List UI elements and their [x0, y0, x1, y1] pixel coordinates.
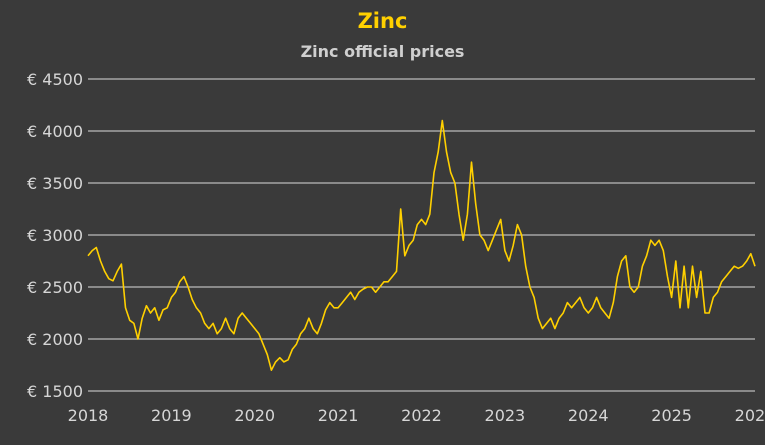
x-tick-label: 2023 [485, 406, 526, 425]
y-tick-label: € 4000 [27, 122, 83, 141]
series-line [87, 119, 756, 371]
x-tick-label: 2025 [651, 406, 692, 425]
chart-title: Zinc [357, 9, 408, 33]
x-axis-ticks: 2018 2019 2020 2021 2022 2023 2024 2025 2026 [68, 406, 765, 425]
y-tick-label: € 3000 [27, 226, 83, 245]
y-tick-label: € 4500 [27, 70, 83, 89]
x-tick-label: 2018 [68, 406, 109, 425]
y-tick-label: € 1500 [27, 382, 83, 401]
gridlines [88, 78, 755, 392]
x-tick-label: 2024 [568, 406, 609, 425]
y-tick-label: € 3500 [27, 174, 83, 193]
y-axis-ticks: € 1500 € 2000 € 2500 € 3000 € 3500 € 4000 € 45… [27, 70, 83, 401]
series-group [87, 119, 756, 371]
x-tick-label: 2022 [401, 406, 442, 425]
x-tick-label: 2020 [234, 406, 275, 425]
x-tick-label: 2026 [735, 406, 765, 425]
x-tick-label: 2021 [318, 406, 359, 425]
chart-subtitle: Zinc official prices [300, 42, 465, 61]
y-tick-label: € 2500 [27, 278, 83, 297]
y-tick-label: € 2000 [27, 330, 83, 349]
x-tick-label: 2019 [151, 406, 192, 425]
